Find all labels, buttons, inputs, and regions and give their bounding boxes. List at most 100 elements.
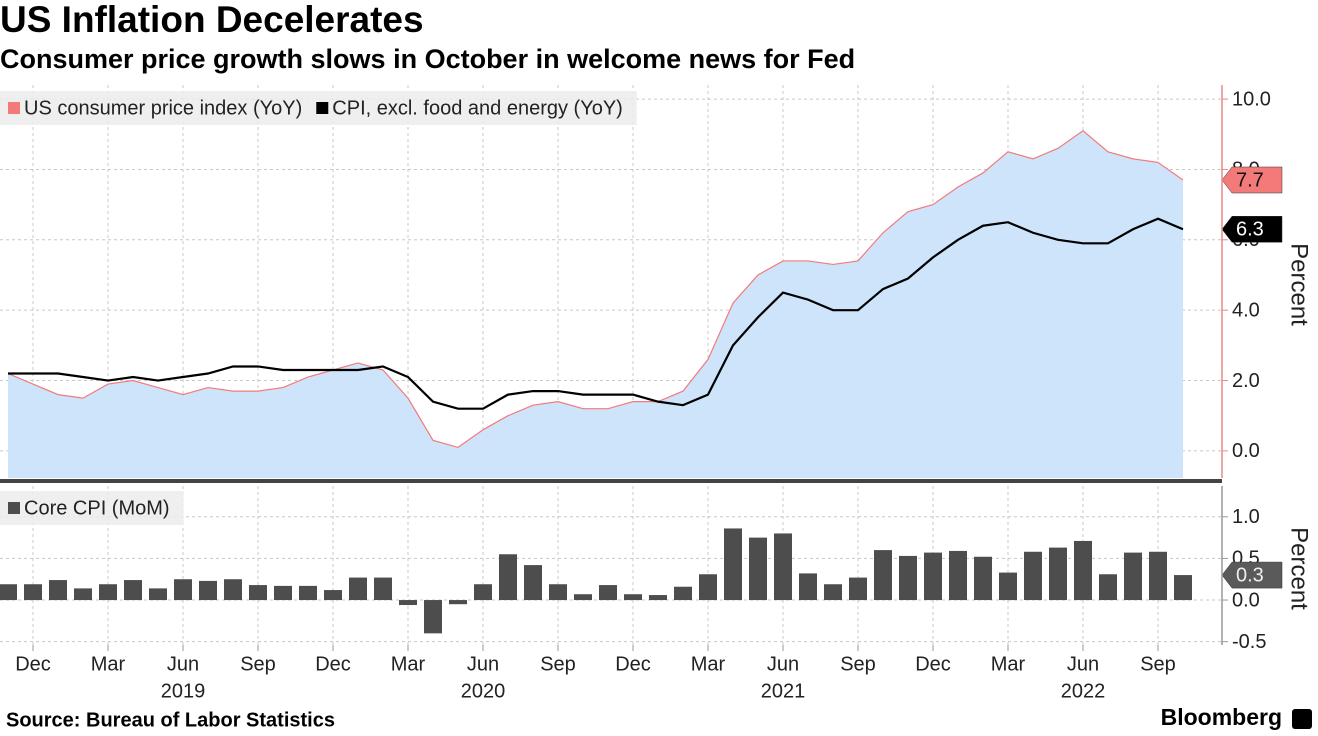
x-tick-label: Dec	[15, 653, 51, 675]
x-group-label: 2020	[461, 680, 506, 702]
bar	[899, 555, 917, 601]
legend-swatch	[8, 502, 20, 514]
legend-box	[0, 491, 184, 525]
x-tick-label: Mar	[91, 653, 126, 675]
bar	[849, 577, 867, 601]
bar	[1174, 575, 1192, 601]
x-tick-label: Sep	[1140, 653, 1176, 675]
bar	[724, 528, 742, 601]
bar	[549, 584, 567, 601]
bar	[474, 584, 492, 601]
x-tick-label: Sep	[840, 653, 876, 675]
line	[7, 129, 1184, 449]
bar	[99, 584, 117, 601]
bar	[974, 556, 992, 601]
y-axis-label: Percent	[1286, 243, 1313, 326]
bar	[824, 584, 842, 601]
x-group-label: 2021	[761, 680, 806, 702]
value-tag-label: 0.3	[1236, 564, 1264, 586]
bar	[199, 580, 217, 601]
x-tick-label: Mar	[991, 653, 1026, 675]
x-group-label: 2022	[1061, 680, 1106, 702]
bar	[424, 600, 442, 634]
legend: Core CPI (MoM)	[0, 491, 184, 525]
x-tick-label: Mar	[691, 653, 726, 675]
bar	[1024, 551, 1042, 601]
x-tick-label: Dec	[315, 653, 351, 675]
x-tick-label: Jun	[1067, 653, 1099, 675]
bar	[524, 565, 542, 601]
y-tick-label: 10.0	[1232, 88, 1271, 110]
y-tick-label: 1.0	[1232, 506, 1260, 528]
bar	[1049, 547, 1067, 601]
legend-label: US consumer price index (YoY)	[24, 97, 302, 119]
bar	[749, 537, 767, 601]
value-tag-label: 6.3	[1236, 219, 1264, 241]
bar	[399, 600, 417, 606]
x-tick-label: Jun	[167, 653, 199, 675]
bar	[374, 577, 392, 601]
source: Source: Bureau of Labor Statistics	[6, 709, 335, 731]
chart-subtitle: Consumer price growth slows in October i…	[0, 44, 855, 74]
y-axis-label: Percent	[1286, 527, 1313, 610]
bar	[24, 584, 42, 601]
bar	[1099, 574, 1117, 601]
bar	[1124, 552, 1142, 601]
legend-label: Core CPI (MoM)	[24, 497, 170, 519]
bar	[0, 584, 17, 601]
bar	[674, 586, 692, 601]
bar	[1074, 540, 1092, 601]
bar	[499, 554, 517, 601]
x-tick-label: Sep	[540, 653, 576, 675]
bar	[699, 574, 717, 601]
x-tick-label: Dec	[915, 653, 951, 675]
x-tick-label: Sep	[240, 653, 276, 675]
bar	[449, 600, 467, 605]
value-tag-label: 7.7	[1236, 169, 1264, 191]
bar	[999, 572, 1017, 601]
bar	[324, 590, 342, 601]
bar	[574, 594, 592, 601]
x-tick-label: Mar	[391, 653, 426, 675]
bar	[149, 588, 167, 601]
bar	[349, 577, 367, 601]
x-group-label: 2019	[161, 680, 206, 702]
bar	[174, 579, 192, 601]
legend: US consumer price index (YoY) CPI, excl. …	[0, 91, 637, 125]
chart-title: US Inflation Decelerates	[0, 0, 424, 40]
bar	[599, 585, 617, 601]
bar	[49, 580, 67, 601]
x-tick-label: Jun	[767, 653, 799, 675]
bar	[874, 550, 892, 601]
legend-label: CPI, excl. food and energy (YoY)	[332, 97, 623, 119]
bar	[274, 585, 292, 601]
area	[8, 130, 1183, 478]
bar	[299, 585, 317, 601]
bar	[949, 550, 967, 601]
legend-swatch	[8, 102, 20, 114]
line	[8, 217, 1184, 410]
bar	[649, 595, 667, 601]
bar	[774, 533, 792, 601]
x-tick-label: Jun	[467, 653, 499, 675]
bar	[249, 585, 267, 601]
value-tag	[1221, 166, 1283, 194]
bar	[624, 594, 642, 601]
bar	[924, 552, 942, 601]
bar	[1149, 551, 1167, 601]
y-tick-label: 0.0	[1232, 589, 1260, 611]
value-tag	[1221, 216, 1283, 243]
y-tick-label: 4.0	[1232, 299, 1260, 321]
brand: Bloomberg	[1161, 704, 1282, 730]
y-tick-label: 2.0	[1232, 370, 1260, 392]
bar	[224, 579, 242, 601]
panel-separator	[0, 479, 1222, 483]
y-tick-label: -0.5	[1232, 631, 1266, 653]
brand-icon	[1292, 709, 1312, 729]
value-tag	[1221, 561, 1283, 589]
bar	[799, 573, 817, 601]
x-tick-label: Dec	[615, 653, 651, 675]
bar	[124, 580, 142, 601]
legend-swatch	[316, 102, 329, 114]
